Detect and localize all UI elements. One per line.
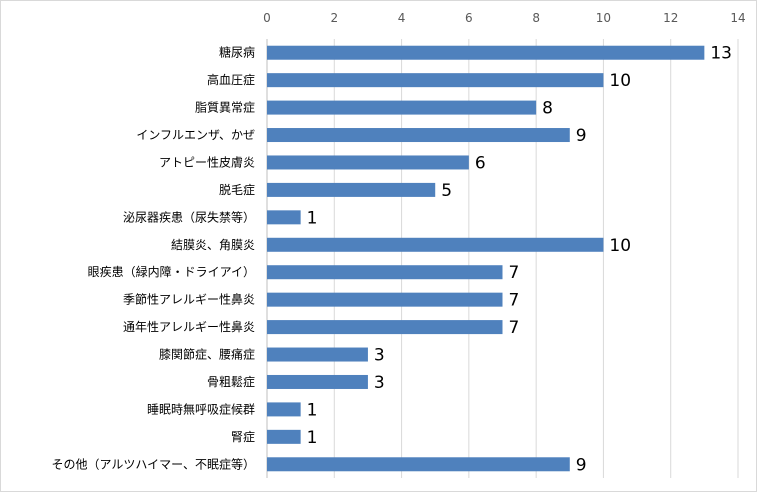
- data-label: 10: [609, 236, 631, 256]
- category-label: 糖尿病: [219, 45, 255, 60]
- x-tick-label: 4: [398, 11, 406, 25]
- x-tick-label: 8: [532, 11, 540, 25]
- data-label: 8: [542, 99, 553, 119]
- x-tick-label: 0: [263, 11, 271, 25]
- category-label: 通年性アレルギー性鼻炎: [123, 319, 255, 334]
- bar: [267, 182, 436, 197]
- data-label: 5: [441, 181, 452, 201]
- category-label: 結膜炎、角膜炎: [171, 238, 255, 252]
- data-label: 7: [509, 263, 520, 283]
- data-label: 1: [307, 428, 318, 448]
- category-label: 脱毛症: [219, 182, 255, 197]
- category-labels: 糖尿病高血圧症脂質異常症インフルエンザ、かぜアトピー性皮膚炎脱毛症泌尿器疾患（尿…: [51, 45, 255, 472]
- bar: [267, 320, 503, 335]
- data-label: 3: [374, 346, 385, 366]
- bar: [267, 155, 469, 170]
- data-label: 3: [374, 373, 385, 393]
- data-label: 7: [509, 318, 520, 338]
- data-label: 9: [576, 455, 587, 475]
- x-axis-tick-labels: 0 2 4 6 8 10 12 14: [263, 11, 745, 25]
- x-tick-label: 2: [330, 11, 338, 25]
- category-label: その他（アルツハイマー、不眠症等）: [51, 456, 255, 471]
- bar: [267, 402, 301, 417]
- bar: [267, 100, 537, 115]
- category-label: 睡眠時無呼吸症候群: [147, 401, 255, 416]
- category-label: 脂質異常症: [195, 100, 255, 115]
- bar: [267, 374, 368, 389]
- data-label: 1: [307, 208, 318, 228]
- bar: [267, 128, 570, 143]
- category-label: 膝関節症、腰痛症: [159, 347, 255, 362]
- bar: [267, 457, 570, 472]
- data-label: 9: [576, 126, 587, 146]
- bars: [267, 45, 705, 472]
- data-label: 13: [710, 44, 732, 64]
- bar: [267, 429, 301, 444]
- bar: [267, 45, 705, 60]
- data-labels: 13 10 8 9 6 5 1 10 7 7 7 3 3 1 1 9: [307, 44, 732, 476]
- x-tick-label: 10: [596, 11, 611, 25]
- category-label: アトピー性皮膚炎: [159, 154, 255, 169]
- data-label: 7: [509, 291, 520, 311]
- bar: [267, 237, 604, 252]
- category-label: 高血圧症: [207, 72, 255, 87]
- category-label: 眼疾患（緑内障・ドライアイ）: [88, 264, 255, 279]
- category-label: 泌尿器疾患（尿失禁等）: [123, 209, 255, 224]
- x-tick-label: 14: [730, 11, 745, 25]
- bar: [267, 292, 503, 307]
- bar: [267, 73, 604, 88]
- category-label: 腎症: [231, 429, 255, 444]
- data-label: 1: [307, 400, 318, 420]
- x-tick-label: 6: [465, 11, 473, 25]
- bar: [267, 210, 301, 225]
- bar: [267, 265, 503, 280]
- x-tick-label: 12: [663, 11, 678, 25]
- category-label: 骨粗鬆症: [207, 374, 255, 389]
- data-label: 10: [609, 71, 631, 91]
- category-label: インフルエンザ、かぜ: [136, 128, 255, 142]
- category-label: 季節性アレルギー性鼻炎: [123, 292, 255, 307]
- bar: [267, 347, 368, 362]
- data-label: 6: [475, 153, 486, 173]
